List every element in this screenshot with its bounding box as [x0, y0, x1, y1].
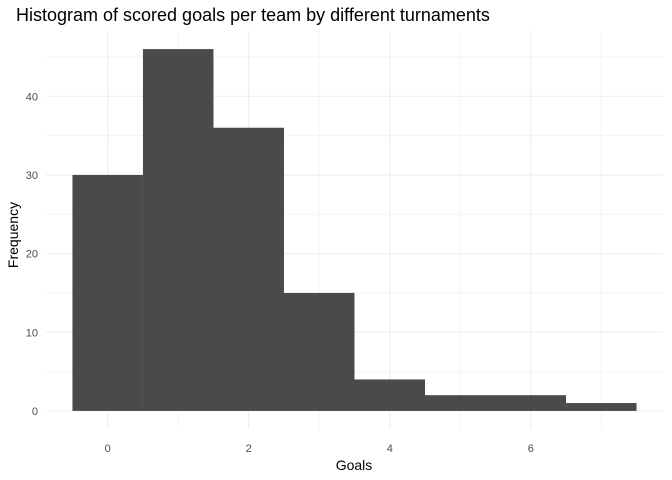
x-tick-label: 6: [528, 443, 534, 455]
chart-title: Histogram of scored goals per team by di…: [16, 5, 490, 25]
histogram-bar: [72, 174, 143, 411]
histogram-bars: [72, 49, 637, 411]
x-tick-label: 2: [246, 443, 252, 455]
histogram-bar: [425, 395, 496, 411]
histogram-bar: [142, 49, 214, 411]
y-tick-label: 40: [26, 91, 38, 103]
x-tick-label: 4: [387, 443, 393, 455]
y-tick-label: 30: [26, 170, 38, 182]
y-axis-tick-labels: 0 10 20 30 40: [26, 91, 38, 418]
y-tick-label: 0: [32, 406, 38, 418]
y-axis-title: Frequency: [5, 202, 21, 268]
x-tick-label: 0: [105, 443, 111, 455]
y-tick-label: 10: [26, 327, 38, 339]
x-axis-tick-labels: 0 2 4 6: [105, 443, 534, 455]
y-tick-label: 20: [26, 249, 38, 261]
histogram-bar: [283, 292, 355, 411]
histogram-bar: [495, 395, 567, 411]
x-axis-title: Goals: [336, 457, 373, 473]
histogram-bar: [566, 403, 637, 411]
histogram-bar: [354, 379, 426, 411]
histogram-bar: [213, 127, 284, 411]
